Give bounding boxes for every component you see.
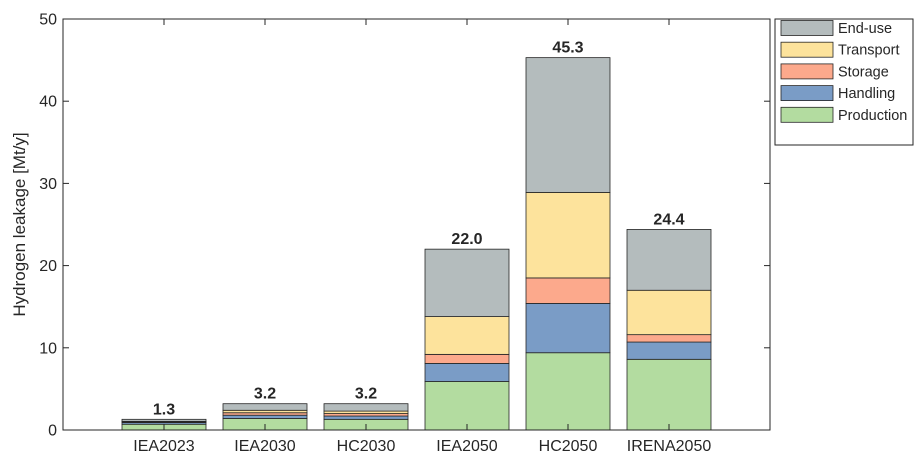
bar-segment-storage	[626, 334, 712, 343]
y-axis-label: Hydrogen leakage [Mt/y]	[10, 132, 29, 316]
legend-swatch-end-use	[780, 20, 834, 36]
y-tick-label: 50	[39, 12, 57, 29]
legend-label: Handling	[838, 86, 895, 102]
legend: End-use Transport Storage Handling Productio…	[774, 18, 914, 146]
x-tick-label: IRENA2050	[627, 438, 712, 455]
legend-swatch-transport	[780, 41, 834, 58]
y-tick-label: 0	[48, 423, 57, 440]
x-tick-label: HC2030	[337, 438, 396, 455]
plot-area-frame	[62, 18, 771, 431]
bar-total-label: 3.2	[355, 386, 377, 403]
bar-segment-transport	[626, 289, 712, 336]
bar-segment-storage	[424, 353, 510, 364]
x-tick-label: IEA2030	[234, 438, 295, 455]
bar-segment-transport	[525, 192, 611, 279]
bar-segment-storage	[525, 277, 611, 304]
legend-label: Storage	[838, 64, 889, 80]
bar-total-label: 24.4	[653, 211, 684, 228]
x-tick-label: IEA2023	[133, 438, 194, 455]
bar-segment-handling	[424, 363, 510, 382]
y-tick-label: 40	[39, 94, 57, 111]
bar-segment-production	[424, 381, 510, 431]
bar-total-label: 45.3	[552, 40, 583, 57]
legend-label: Transport	[838, 43, 900, 59]
bars-layer	[121, 57, 712, 431]
y-tick-label: 10	[39, 340, 57, 357]
bar-segment-handling	[626, 341, 712, 360]
bar-segment-end-use	[222, 403, 308, 411]
legend-swatch-production	[780, 106, 834, 123]
bar-segment-transport	[424, 316, 510, 355]
bar-total-label: 3.2	[254, 386, 276, 403]
y-axis: 0 10 20 30 40 50	[39, 12, 770, 440]
bar-total-label: 22.0	[451, 231, 482, 248]
bar-segment-handling	[525, 303, 611, 354]
bar-segment-handling	[323, 415, 409, 420]
legend-swatch-handling	[780, 85, 834, 101]
bar-segment-end-use	[626, 229, 712, 291]
legend-box	[774, 18, 914, 146]
x-tick-label: HC2050	[539, 438, 598, 455]
bar-segment-production	[626, 358, 712, 431]
bar-segment-end-use	[121, 418, 207, 422]
x-tick-label: IEA2050	[436, 438, 497, 455]
legend-label: Production	[838, 108, 907, 124]
y-tick-label: 30	[39, 176, 57, 193]
legend-swatch-storage	[780, 63, 834, 80]
x-axis: IEA2023 IEA2030 HC2030 IEA2050 HC2050 IRENA20…	[133, 19, 711, 455]
bar-segment-end-use	[525, 57, 611, 193]
y-tick-label: 20	[39, 258, 57, 275]
legend-label: End-use	[838, 21, 892, 37]
bar-total-label: 1.3	[153, 401, 175, 418]
bar-segment-production	[525, 352, 611, 431]
bar-segment-handling	[222, 414, 308, 419]
bar-segment-end-use	[424, 248, 510, 317]
totals-layer: 1.3 3.2 3.2 22.0 45.3 24.4	[153, 40, 685, 419]
bar-segment-end-use	[323, 403, 409, 412]
